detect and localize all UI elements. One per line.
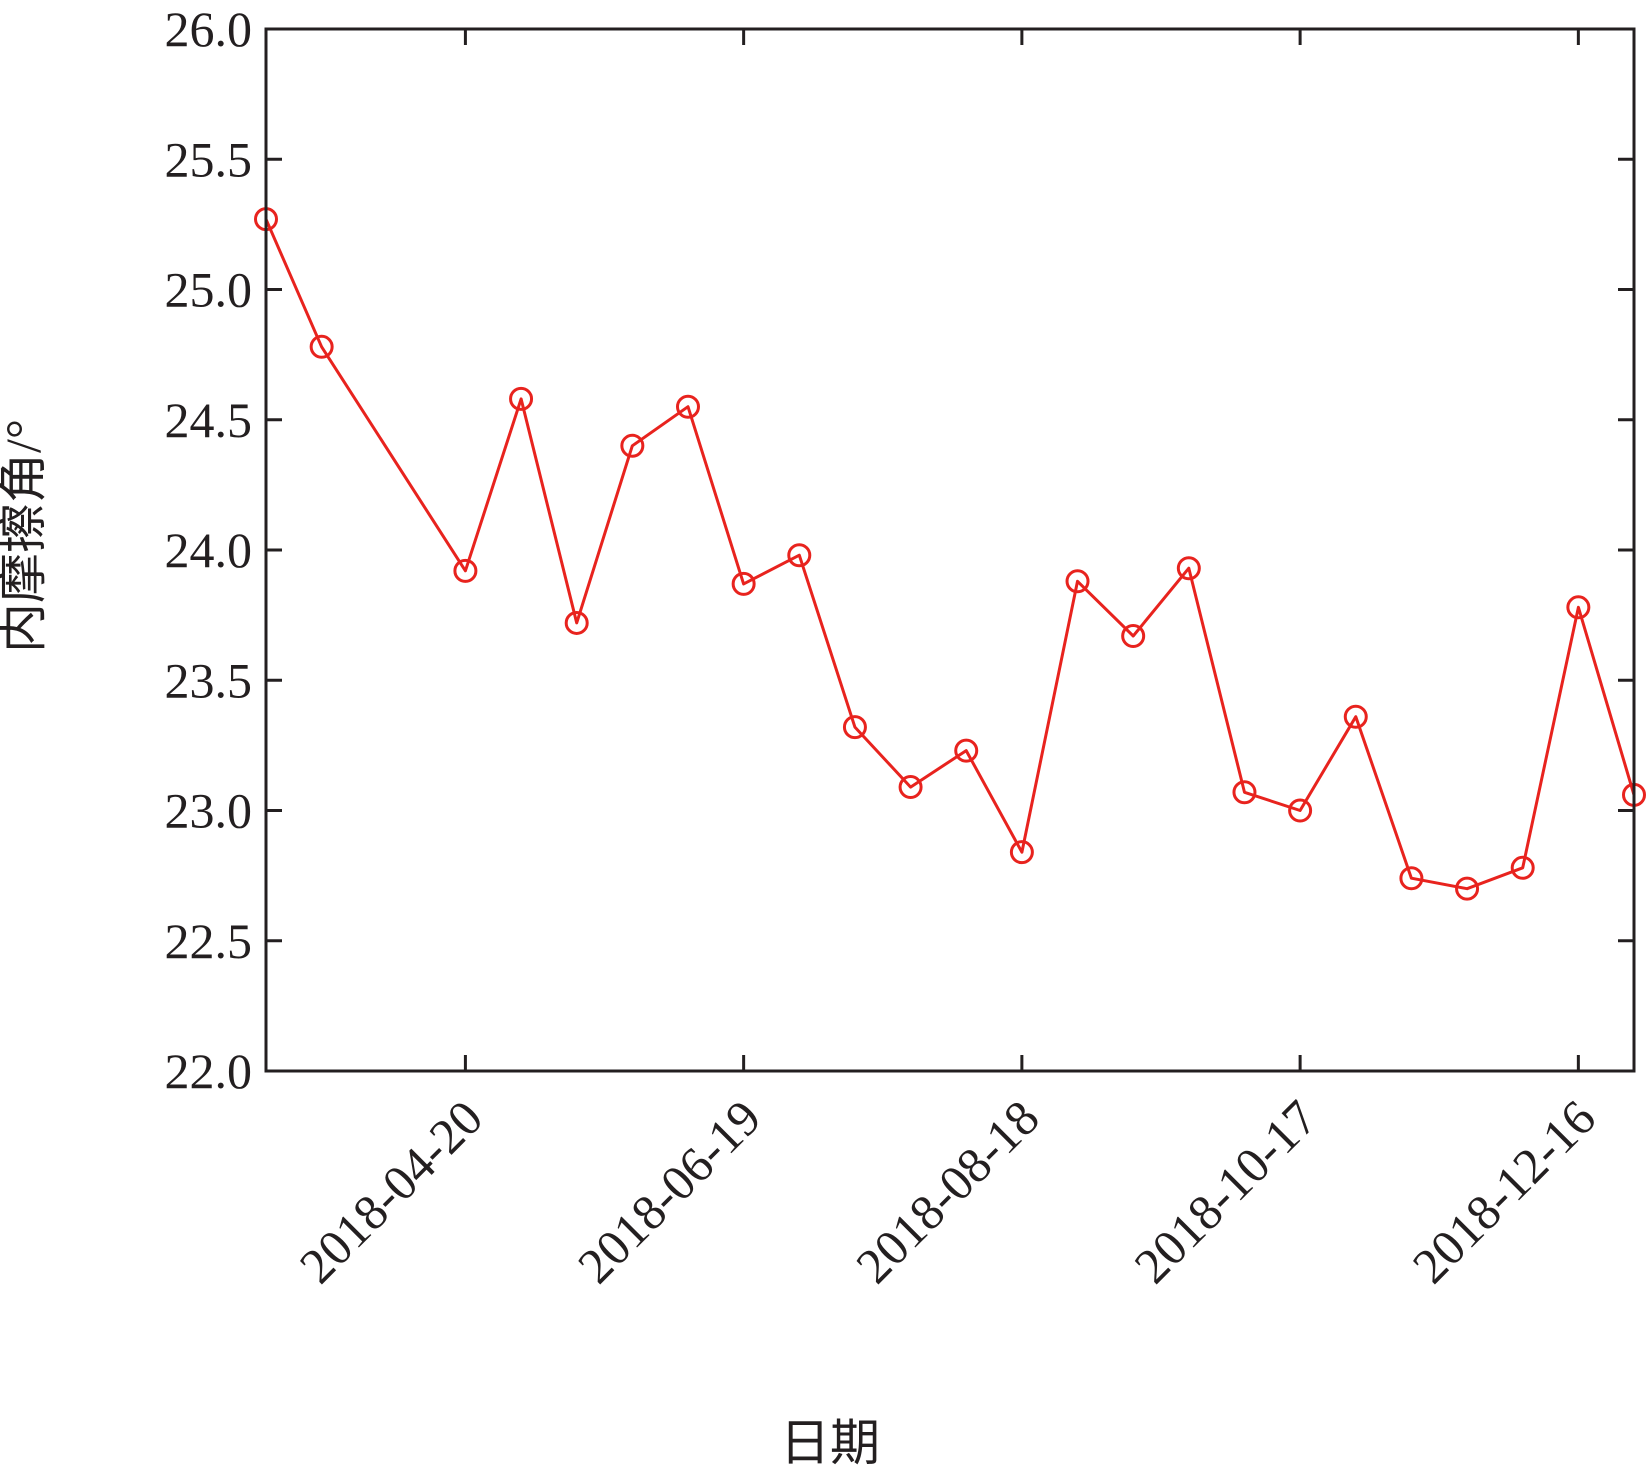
series-layer	[254, 207, 1646, 901]
y-tick-label: 24.0	[165, 522, 253, 578]
data-point	[1455, 876, 1480, 901]
plot-frame	[264, 27, 1636, 1073]
y-tick-label: 24.5	[165, 392, 253, 448]
x-tick-label: 2018-10-17	[1123, 1089, 1328, 1294]
data-point	[787, 543, 812, 568]
data-point	[1121, 623, 1146, 648]
y-tick-label: 25.5	[165, 131, 253, 187]
tick-layer: 22.0 22.5 23.0 23.5 24.0 24.5 25.0 25.5 26.0 2018…	[165, 1, 1634, 1294]
data-point	[1288, 798, 1313, 823]
x-tick-label: 2018-04-20	[289, 1089, 494, 1294]
x-tick-label: 2018-06-19	[567, 1089, 772, 1294]
x-axis-title: 日期	[780, 1415, 880, 1471]
y-tick-label: 23.0	[165, 783, 253, 839]
data-point	[1232, 780, 1257, 805]
data-point	[731, 571, 756, 596]
y-axis-title: 内摩擦角/°	[0, 419, 51, 653]
y-tick-label: 25.0	[165, 262, 253, 318]
y-tick-label: 23.5	[165, 652, 253, 708]
data-point	[898, 775, 923, 800]
data-point	[954, 738, 979, 763]
data-point	[309, 334, 334, 359]
data-point	[1009, 840, 1034, 865]
data-point	[1566, 595, 1591, 620]
data-point	[453, 558, 478, 583]
data-point	[1510, 855, 1535, 880]
data-point	[675, 394, 700, 419]
series-line	[264, 218, 1636, 891]
data-point	[1343, 704, 1368, 729]
x-tick-label: 2018-12-16	[1402, 1089, 1607, 1294]
data-point	[509, 386, 534, 411]
data-point	[842, 715, 867, 740]
y-tick-label: 26.0	[165, 1, 253, 57]
x-tick-label: 2018-08-18	[845, 1089, 1050, 1294]
data-point	[1176, 556, 1201, 581]
y-tick-label: 22.5	[165, 913, 253, 969]
data-point	[564, 610, 589, 635]
data-point	[620, 433, 645, 458]
data-point	[1399, 866, 1424, 891]
y-tick-label: 22.0	[165, 1043, 253, 1099]
data-point	[1065, 569, 1090, 594]
